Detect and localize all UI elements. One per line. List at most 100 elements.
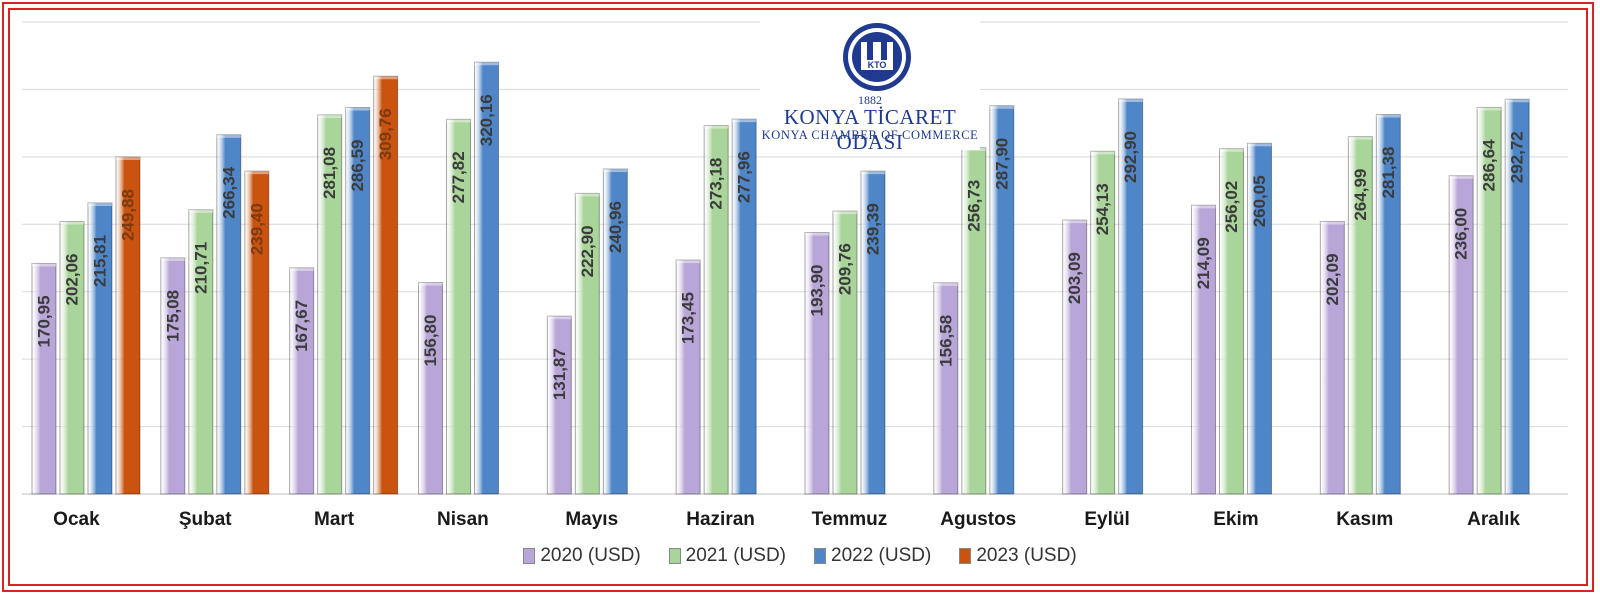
bar (961, 147, 987, 495)
bar-highlight (373, 76, 398, 80)
bar-highlight (116, 157, 140, 161)
x-tick-label: Temmuz (812, 509, 888, 530)
bar-highlight (1219, 148, 1244, 152)
bar (115, 156, 141, 495)
bar-highlight (676, 260, 701, 264)
bar-highlight (216, 134, 241, 138)
data-label: 222,90 (578, 225, 597, 277)
legend-label: 2021 (USD) (685, 545, 786, 566)
bar (1219, 148, 1244, 495)
bar (31, 262, 57, 495)
data-label: 286,59 (348, 140, 367, 192)
data-label: 281,38 (1379, 147, 1398, 199)
bar-highlight (1191, 205, 1216, 209)
legend-item: 2022 (USD) (814, 545, 931, 567)
kto-logo: KTO 1882 KONYA TİCARET ODASI KONYA CHAMB… (760, 20, 980, 154)
data-label: 236,00 (1452, 208, 1471, 260)
data-label: 131,87 (550, 348, 569, 400)
legend-item: 2023 (USD) (959, 545, 1077, 567)
data-label: 209,76 (836, 243, 855, 295)
bar-highlight (60, 221, 84, 225)
bar-highlight (1449, 175, 1474, 179)
bar (188, 209, 214, 495)
bar-highlight (1062, 220, 1087, 224)
bar (1062, 219, 1088, 495)
bar-highlight (474, 62, 499, 66)
bar-highlight (1247, 143, 1272, 147)
legend-item: 2021 (USD) (668, 545, 786, 567)
bar (675, 259, 701, 495)
bar (546, 315, 572, 495)
bar (474, 61, 499, 495)
bar (860, 170, 886, 495)
bar-highlight (418, 282, 443, 286)
data-label: 266,34 (219, 166, 238, 219)
bar (1090, 150, 1116, 495)
data-label: 309,76 (376, 108, 395, 160)
data-label: 277,82 (449, 151, 468, 203)
bar-highlight (1090, 151, 1115, 155)
bar-highlight (989, 105, 1014, 109)
legend-swatch (523, 548, 536, 564)
data-label: 214,09 (1194, 237, 1213, 289)
bar (804, 232, 830, 495)
x-tick-label: Mayıs (565, 509, 618, 530)
x-tick-label: Agustos (940, 509, 1016, 530)
bar (933, 282, 959, 495)
data-label: 239,39 (864, 203, 883, 255)
legend-label: 2023 (USD) (976, 545, 1077, 566)
bar-highlight (1348, 136, 1373, 140)
data-label: 170,95 (35, 295, 54, 347)
data-label: 173,45 (679, 292, 698, 344)
bar-highlight (1505, 99, 1530, 103)
legend-item: 2020 (USD) (523, 545, 641, 567)
data-label: 320,16 (477, 94, 496, 146)
inner-red-frame (8, 8, 1588, 586)
bar-highlight (317, 114, 342, 118)
bar (602, 168, 628, 495)
bar (87, 202, 113, 495)
bar (1448, 175, 1474, 495)
data-label: 175,08 (163, 290, 182, 342)
data-label: 277,96 (735, 151, 754, 203)
bar-highlight (833, 211, 857, 215)
bar-highlight (88, 202, 112, 206)
x-tick-label: Eylül (1084, 509, 1129, 530)
bar-highlight (289, 267, 314, 271)
bar (1375, 114, 1401, 495)
bar (317, 114, 343, 495)
bar-highlight (933, 282, 958, 286)
legend-swatch (668, 548, 681, 564)
bar-highlight (704, 125, 729, 129)
bar-highlight (575, 193, 600, 197)
chart-legend: 2020 (USD) 2021 (USD) 2022 (USD) 2023 (USD) (0, 545, 1600, 567)
data-label: 292,72 (1508, 131, 1527, 183)
bar-highlight (32, 263, 56, 267)
bar-highlight (732, 119, 757, 123)
data-label: 210,71 (191, 242, 210, 294)
x-tick-label: Kasım (1336, 509, 1393, 530)
legend-label: 2020 (USD) (540, 545, 641, 566)
bar (703, 125, 729, 495)
bar (731, 118, 757, 495)
bar-highlight (1477, 107, 1502, 111)
bar-highlight (345, 107, 370, 111)
data-label: 203,09 (1065, 252, 1084, 304)
data-label: 264,99 (1351, 169, 1370, 221)
data-label: 156,58 (936, 315, 955, 367)
data-label: 256,02 (1222, 181, 1241, 233)
bar-highlight (244, 171, 269, 175)
data-label: 156,80 (421, 315, 440, 367)
bar (989, 105, 1015, 495)
emblem-text: KTO (868, 60, 887, 70)
bar-highlight (547, 316, 572, 320)
bar (1118, 98, 1144, 495)
legend-swatch (814, 548, 826, 564)
bar-highlight (861, 171, 885, 175)
data-label: 286,64 (1480, 139, 1499, 192)
bar (289, 267, 315, 495)
data-label: 202,06 (63, 254, 82, 306)
bar (832, 210, 858, 495)
bar (1247, 142, 1272, 495)
